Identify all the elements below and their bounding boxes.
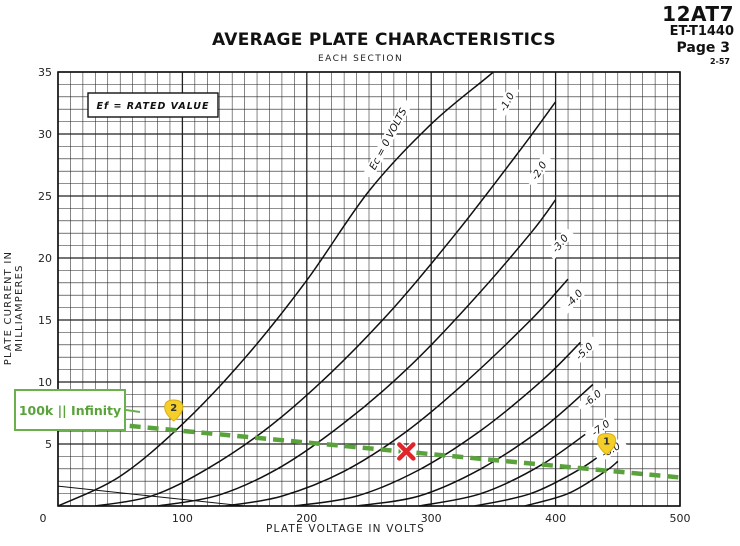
curve-label-bg [568, 335, 600, 367]
plot-frame [57, 71, 681, 507]
load-line [57, 416, 681, 480]
curve-label-bg [545, 227, 575, 260]
curve-label-group: -5.0 [568, 335, 600, 367]
grid-bias-curve [524, 460, 619, 506]
marker-stroke [397, 442, 416, 461]
load-annotation-box: 100k || Infinity [14, 389, 126, 431]
curve-label-group: -4.0 [559, 282, 590, 315]
point-tag-marker: 1 [597, 432, 617, 456]
tag-label: 2 [170, 403, 177, 414]
tag-shape [164, 399, 184, 422]
grid-bias-curve [294, 341, 582, 506]
curve-label-bg [494, 84, 520, 119]
curve-label-bg [525, 154, 553, 188]
chart-title: AVERAGE PLATE CHARACTERISTICS [212, 30, 556, 50]
x-tick-label: 100 [172, 512, 193, 525]
grid-bias-curve [356, 383, 594, 506]
curve-label-group: -1.0 [494, 84, 520, 119]
curve-label-bg [584, 414, 617, 442]
grid-bias-curve [225, 278, 569, 506]
chart-subtitle: EACH SECTION [318, 54, 404, 64]
tube-type: 12AT7 [662, 2, 734, 26]
page-number: Page 3 [676, 40, 730, 56]
x-tick-label: 200 [296, 512, 317, 525]
y-tick-label: 30 [38, 128, 52, 141]
x-tick-label: 400 [545, 512, 566, 525]
tag-label: 1 [603, 436, 610, 447]
operating-point-marker [394, 439, 418, 463]
y-tick-label: 20 [38, 252, 52, 265]
point-tag-marker: 2 [164, 399, 184, 422]
rated-value-note: Ef = RATED VALUE [97, 101, 210, 112]
y-tick-label: 5 [45, 438, 52, 451]
curve-group [58, 72, 619, 506]
curve-label-group: -3.0 [545, 227, 575, 260]
x-tick-label: 500 [670, 512, 691, 525]
grid-bias-curve [418, 418, 606, 506]
grid-bias-curve [157, 199, 557, 506]
grid-bias-curve [95, 101, 557, 506]
y-tick-label: 10 [38, 376, 52, 389]
x-tick-label: 300 [421, 512, 442, 525]
revision-date: 2-57 [709, 57, 730, 66]
curve-label: Ec = 0 VOLTS [368, 106, 410, 172]
x-tick-label: 0 [40, 512, 47, 525]
tag-shape [597, 432, 617, 456]
curve-label-bg [576, 383, 609, 413]
x-axis-label: PLATE VOLTAGE IN VOLTS [266, 523, 425, 535]
curve-label-bg [362, 98, 413, 180]
rated-value-box [87, 92, 219, 118]
y-tick-label: 25 [38, 190, 52, 203]
annotation-connector [125, 409, 141, 413]
grid-bias-curve [58, 72, 495, 506]
y-tick-label: 15 [38, 314, 52, 327]
y-tick-label: 35 [38, 66, 52, 79]
document-number: ET-T1440 [669, 24, 734, 39]
auxiliary-line [58, 485, 245, 506]
curve-label-bg [559, 282, 590, 315]
